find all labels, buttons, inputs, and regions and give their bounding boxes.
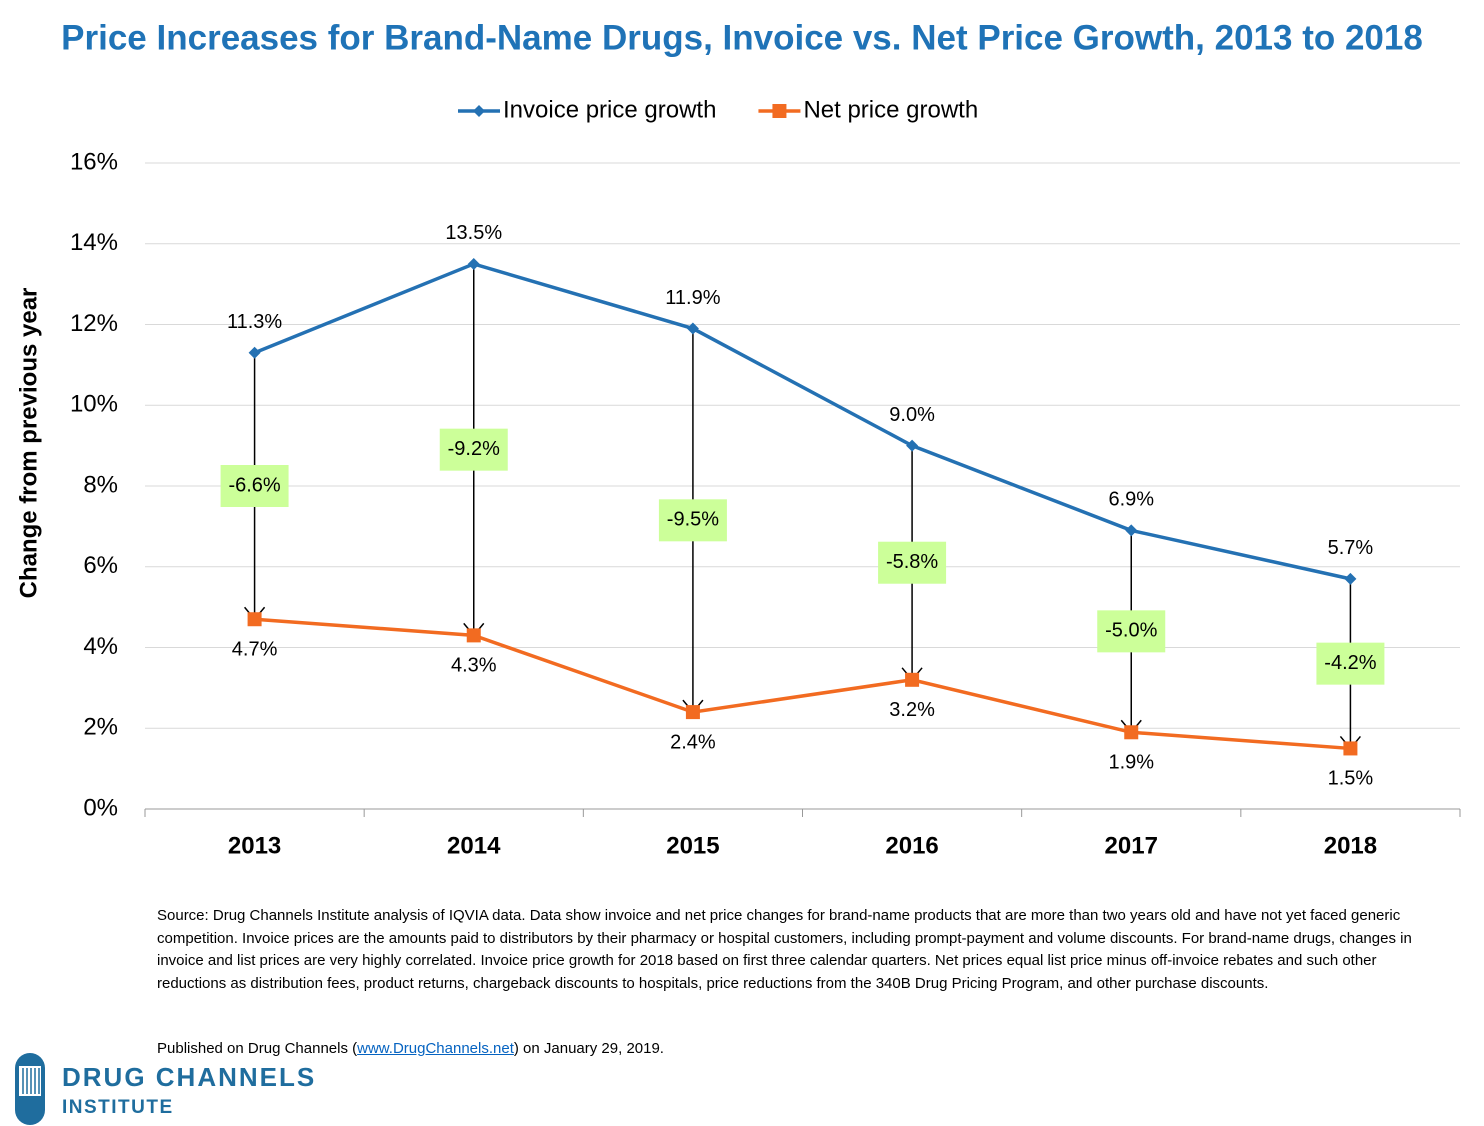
data-label: 11.9% (665, 287, 720, 309)
series-line (254, 617, 1351, 751)
y-tick-label: 8% (83, 471, 118, 498)
logo-text: INSTITUTE (62, 1097, 174, 1118)
data-label: 9.0% (889, 404, 935, 426)
difference-label: -6.6% (228, 474, 280, 496)
point (466, 628, 481, 643)
y-tick-label: 4% (83, 633, 118, 660)
chart-title: Price Increases for Brand-Name Drugs, In… (61, 18, 1423, 57)
point (1125, 524, 1138, 537)
data-label: 1.9% (1108, 752, 1154, 774)
difference-box (1316, 642, 1385, 685)
y-tick-label: 6% (83, 552, 118, 579)
logo-icon (15, 1053, 45, 1125)
point (1344, 572, 1357, 585)
x-tick-label: 2014 (447, 832, 501, 859)
x-tick-label: 2015 (666, 832, 719, 859)
point (1124, 725, 1139, 740)
difference-box (878, 541, 947, 584)
difference-box (439, 428, 508, 471)
point (905, 672, 920, 687)
point (906, 439, 919, 452)
difference-label: -5.0% (1105, 620, 1157, 642)
x-tick-label: 2016 (885, 832, 938, 859)
point (467, 257, 480, 270)
chart: Price Increases for Brand-Name Drugs, In… (15, 18, 1461, 859)
x-tick-label: 2018 (1324, 832, 1377, 859)
published-note: Published on Drug Channels (www.DrugChan… (157, 1040, 664, 1057)
x-tick-label: 2013 (228, 832, 281, 859)
point (247, 612, 262, 627)
y-tick-label: 2% (83, 714, 118, 741)
difference-box (220, 465, 289, 507)
y-tick-label: 0% (83, 794, 118, 821)
y-axis-label: Change from previous year (15, 288, 42, 599)
difference-label: -9.2% (448, 438, 500, 460)
y-tick-label: 10% (70, 391, 118, 418)
site-link[interactable]: www.DrugChannels.net (357, 1040, 514, 1057)
data-label: 11.3% (227, 311, 282, 333)
data-label: 4.3% (451, 655, 497, 677)
difference-label: -9.5% (667, 509, 719, 531)
y-tick-label: 12% (70, 310, 118, 337)
data-label: 4.7% (232, 639, 278, 661)
y-tick-label: 14% (70, 229, 118, 256)
data-label: 6.9% (1108, 489, 1154, 511)
difference-label: -5.8% (886, 551, 938, 573)
data-label: 1.5% (1328, 768, 1374, 790)
difference-box (658, 499, 727, 542)
difference-label: -4.2% (1324, 652, 1376, 674)
y-tick-label: 16% (70, 148, 118, 175)
data-label: 2.4% (670, 731, 716, 753)
data-label: 13.5% (445, 222, 502, 244)
point (1343, 741, 1358, 756)
legend-label: Net price growth (803, 96, 978, 123)
data-label: 3.2% (889, 699, 935, 721)
source-note: Source: Drug Channels Institute analysis… (157, 907, 1412, 992)
point (248, 346, 261, 359)
legend-label: Invoice price growth (503, 96, 716, 123)
point (686, 322, 699, 335)
legend-marker (473, 105, 485, 117)
difference-box (1097, 610, 1166, 653)
x-tick-label: 2017 (1105, 832, 1158, 859)
series-line (253, 262, 1351, 581)
point (685, 705, 700, 720)
published-text: Published on Drug Channels ( (157, 1040, 358, 1057)
legend-marker (772, 104, 787, 118)
published-text: ) on January 29, 2019. (513, 1040, 664, 1057)
data-label: 5.7% (1328, 537, 1374, 559)
logo-text: DRUG CHANNELS (62, 1062, 317, 1092)
